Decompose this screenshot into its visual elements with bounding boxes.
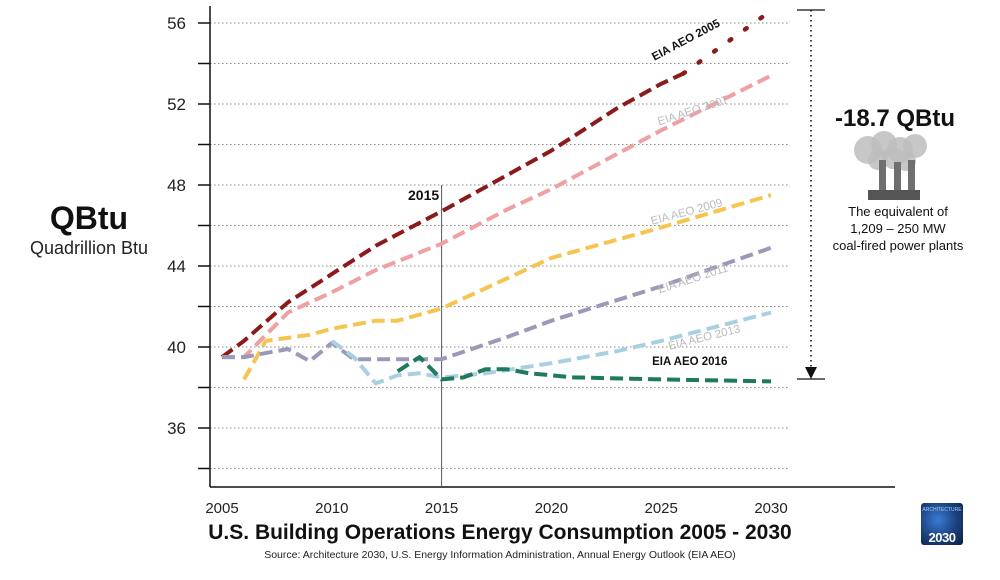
series-line bbox=[220, 71, 685, 359]
chart-source: Source: Architecture 2030, U.S. Energy I… bbox=[264, 549, 736, 561]
x-tick-label: 2005 bbox=[205, 500, 238, 517]
chart-title: U.S. Building Operations Energy Consumpt… bbox=[208, 521, 792, 544]
series-label: EIA AEO 2011 bbox=[657, 262, 730, 296]
x-tick-label: 2020 bbox=[535, 500, 568, 517]
y-tick-label: 52 bbox=[167, 95, 186, 114]
equivalent-text: The equivalent of 1,209 – 250 MW coal-fi… bbox=[818, 203, 978, 254]
equivalent-line-2: 1,209 – 250 MW bbox=[850, 221, 946, 236]
series-line bbox=[222, 245, 772, 364]
x-tick-label: 2015 bbox=[425, 500, 458, 517]
y-unit-label: QBtu Quadrillion Btu bbox=[14, 200, 164, 260]
chimney bbox=[908, 160, 915, 198]
y-tick-label: 56 bbox=[167, 14, 186, 33]
equivalent-line-3: coal-fired power plants bbox=[832, 238, 964, 253]
chimney bbox=[879, 160, 886, 198]
series-label: EIA AEO 2007 bbox=[656, 94, 730, 128]
y-tick-label: 36 bbox=[167, 419, 186, 438]
plant-base bbox=[868, 190, 920, 200]
reduction-label: -18.7 QBtu bbox=[834, 105, 956, 132]
logo-top-text: ARCHITECTURE bbox=[922, 507, 962, 513]
series-line bbox=[242, 193, 772, 381]
marker-year-label: 2015 bbox=[408, 187, 439, 203]
x-tick-label: 2030 bbox=[754, 500, 787, 517]
chimney bbox=[894, 162, 901, 200]
logo-text: 2030 bbox=[928, 530, 956, 545]
series-label: EIA AEO 2009 bbox=[650, 197, 724, 228]
x-tick-label: 2010 bbox=[315, 500, 348, 517]
series-line bbox=[330, 310, 772, 386]
y-tick-label: 44 bbox=[167, 257, 186, 276]
x-tick-label: 2025 bbox=[645, 500, 678, 517]
y-unit-main: QBtu bbox=[49, 200, 129, 236]
y-tick-label: 40 bbox=[167, 338, 186, 357]
equivalent-line-1: The equivalent of bbox=[848, 204, 948, 219]
series-line bbox=[222, 73, 772, 360]
y-tick-label: 48 bbox=[167, 176, 186, 195]
y-unit-sub: Quadrillion Btu bbox=[29, 238, 149, 258]
series-line bbox=[396, 355, 772, 384]
reduction-arrow-head bbox=[805, 367, 817, 379]
series-label: EIA AEO 2005 bbox=[650, 17, 723, 63]
series-label: EIA AEO 2013 bbox=[667, 323, 741, 352]
architecture-2030-logo: ARCHITECTURE 2030 bbox=[921, 503, 963, 545]
series-projection-dots bbox=[680, 8, 774, 76]
power-plant-icon bbox=[854, 131, 927, 200]
series-label: EIA AEO 2016 bbox=[652, 356, 727, 368]
